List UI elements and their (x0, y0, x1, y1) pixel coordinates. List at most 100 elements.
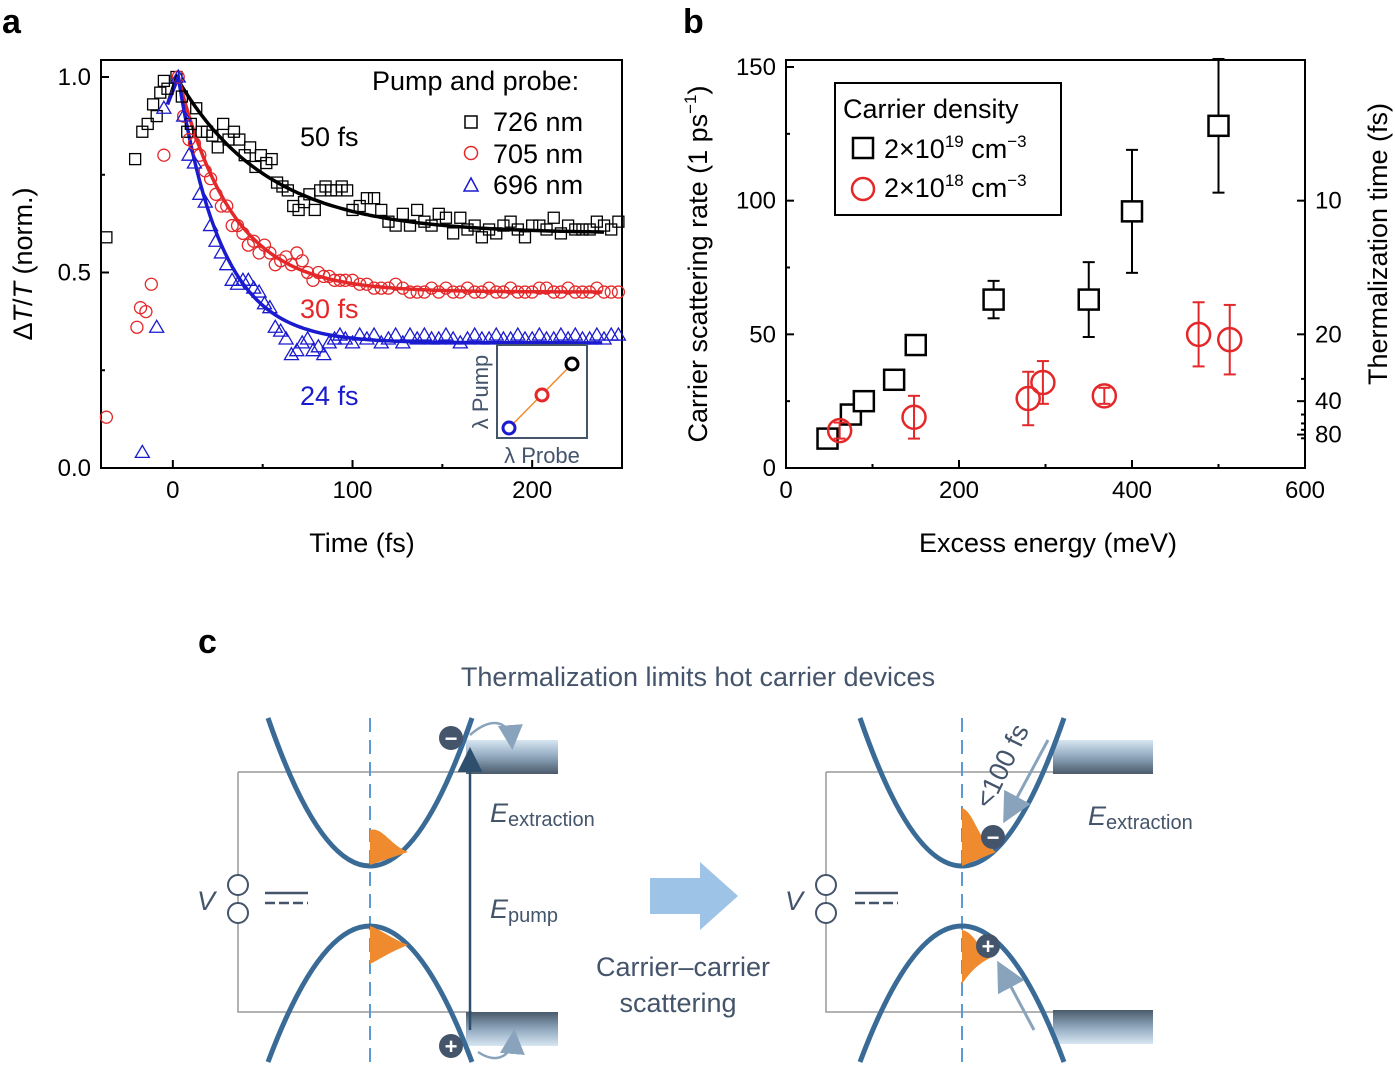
panel-a-label: a (2, 3, 22, 41)
b-point-2e19 (1120, 200, 1144, 223)
electron-distribution-left (370, 829, 408, 865)
b-y2tick-label: 40 (1315, 388, 1342, 415)
a-point-696 (310, 338, 327, 353)
terminal-right-2 (815, 902, 837, 924)
legend-b-title: Carrier density (843, 94, 1019, 124)
panel-a-frame (100, 59, 623, 469)
a-point-726 (243, 141, 257, 154)
b-xtick-label: 600 (1285, 477, 1325, 504)
a-point-696 (288, 342, 305, 357)
a-point-705 (446, 285, 460, 299)
hole-right-sign: + (982, 934, 995, 959)
a-point-726 (217, 117, 230, 131)
terminal-right-1 (815, 874, 837, 896)
a-point-696 (213, 244, 230, 259)
a-point-705 (561, 281, 575, 295)
legend-b-label-18: 2×1018 cm−3 (884, 171, 1027, 203)
a-point-705 (410, 285, 424, 299)
panel-c-label: c (198, 623, 217, 661)
a-point-696 (315, 346, 332, 361)
hole-right (976, 934, 1000, 958)
a-point-726 (468, 219, 481, 232)
a-point-696 (261, 299, 279, 314)
b-point-2e18 (1091, 383, 1118, 409)
electrode-left-top (466, 740, 558, 774)
terminal-left-2 (227, 902, 249, 924)
panel-a-xlabel: Time (fs) (309, 528, 414, 558)
a-point-705 (187, 136, 202, 151)
a-point-726 (497, 219, 510, 232)
a-point-696 (186, 154, 203, 169)
a-point-705 (424, 281, 439, 295)
a-point-696 (595, 330, 613, 345)
a-point-726 (454, 211, 467, 224)
a-point-726 (375, 203, 388, 217)
a-point-726 (403, 219, 417, 232)
a-point-705 (99, 410, 114, 424)
a-point-726 (175, 90, 188, 103)
legend-726-label: 726 nm (493, 107, 583, 137)
a-point-696 (559, 330, 577, 345)
legend-696-marker (462, 176, 480, 192)
a-point-705 (468, 285, 482, 299)
a-point-705 (263, 246, 277, 260)
a-point-726 (461, 223, 474, 236)
panel-b-xlabel: Excess energy (meV) (919, 528, 1177, 558)
a-point-705 (367, 281, 381, 295)
legend-b-circle (850, 176, 876, 202)
electrode-right-bottom (1053, 1010, 1153, 1044)
a-point-705 (209, 187, 223, 201)
a-point-696 (175, 107, 192, 122)
panel-b-y2label: Thermalization time (fs) (1363, 103, 1393, 385)
inset-xlabel: λ Probe (504, 443, 580, 468)
legend-696-label: 696 nm (493, 170, 583, 200)
legend-b-square (851, 136, 875, 160)
a-point-705 (236, 226, 250, 241)
a-point-696 (202, 217, 219, 232)
a-point-705 (403, 285, 417, 299)
a-point-726 (425, 219, 438, 232)
a-point-696 (588, 326, 605, 341)
a-point-726 (206, 129, 219, 142)
a-point-726 (576, 223, 589, 236)
a-point-726 (446, 227, 460, 240)
a-point-705 (439, 281, 453, 295)
time-label: <100 fs (969, 719, 1035, 812)
b-point-2e19 (882, 368, 906, 392)
a-point-726 (605, 223, 618, 236)
process-arrow (650, 862, 738, 930)
a-point-705 (327, 273, 342, 287)
a-point-705 (360, 277, 374, 291)
panel-a-axes (100, 59, 623, 469)
valence-band-right (857, 923, 1067, 1063)
a-point-696 (401, 326, 419, 341)
a-point-726 (518, 231, 532, 244)
a-point-726 (190, 102, 203, 115)
a-point-726 (382, 215, 395, 228)
inset-red-circle (534, 387, 550, 403)
a-point-705 (157, 148, 171, 162)
a-point-726 (475, 231, 489, 244)
a-point-696 (134, 444, 151, 459)
e-pump-label: Epump (490, 894, 558, 927)
a-point-696 (610, 326, 627, 341)
a-point-726 (211, 141, 224, 154)
panel-b-legend: Carrier density 2×1019 cm−3 2×1018 cm−3 (834, 82, 1062, 216)
a-point-726 (561, 219, 575, 232)
hole-left-sign: + (445, 1034, 458, 1059)
a-point-726 (233, 133, 246, 146)
a-point-726 (547, 211, 560, 224)
voltage-label-left: V (197, 886, 218, 916)
a-point-726 (141, 117, 154, 131)
a-point-705 (345, 273, 360, 287)
hole-distribution-left (370, 926, 408, 964)
a-point-705 (590, 281, 604, 295)
a-point-696 (170, 68, 187, 83)
a-point-705 (597, 285, 611, 299)
circuit-wire-left (237, 772, 472, 1013)
a-point-696 (272, 322, 289, 337)
a-point-726 (308, 203, 321, 217)
a-xtick-label: 100 (332, 477, 372, 504)
a-point-705 (489, 285, 503, 299)
